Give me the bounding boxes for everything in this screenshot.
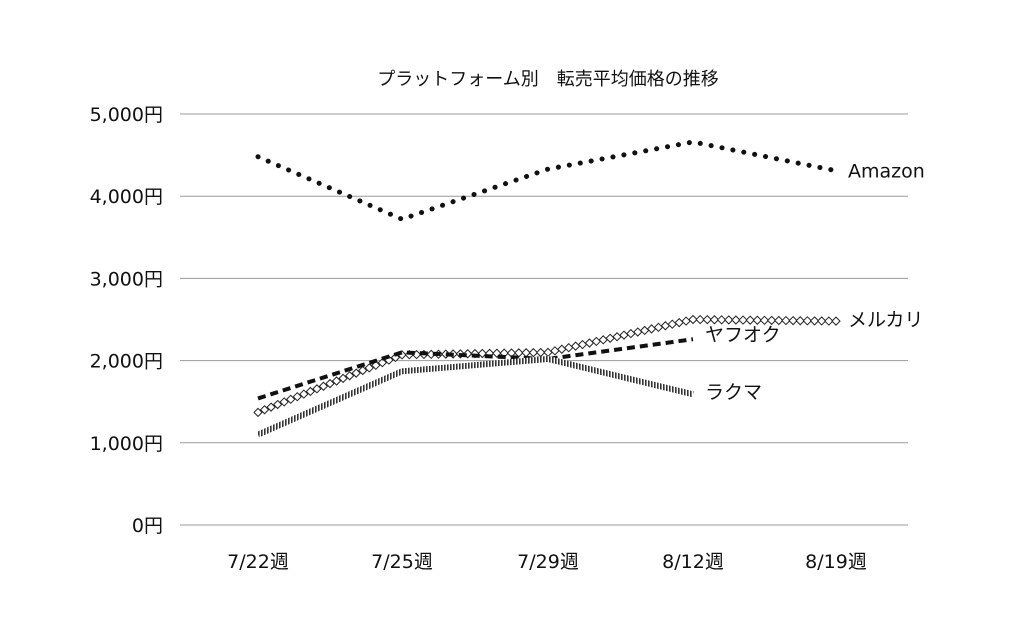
series-label-yahuoku: ヤフオク [705,324,781,346]
y-tick-label: 3,000円 [90,268,163,290]
series-label-rakuma: ラクマ [705,381,762,403]
y-tick-label: 5,000円 [90,104,163,126]
y-tick-label: 1,000円 [90,433,163,455]
x-tick-label: 7/25週 [371,551,433,573]
chart-title: プラットフォーム別 転売平均価格の推移 [377,69,718,90]
series-line-amazon [255,139,839,222]
series-line-yahuoku [257,337,694,401]
series-label-amazon: Amazon [848,161,925,183]
y-tick-label: 4,000円 [90,186,163,208]
x-tick-label: 7/22週 [227,551,289,573]
series-line-mercari [253,314,841,418]
x-tick-label: 7/29週 [517,551,579,573]
y-tick-label: 0円 [132,515,163,537]
series-label-mercari: メルカリ [848,309,923,331]
x-tick-label: 8/12週 [662,551,724,573]
y-tick-label: 2,000円 [90,351,163,373]
x-tick-label: 8/19週 [805,551,867,573]
series-line-rakuma [256,355,694,438]
